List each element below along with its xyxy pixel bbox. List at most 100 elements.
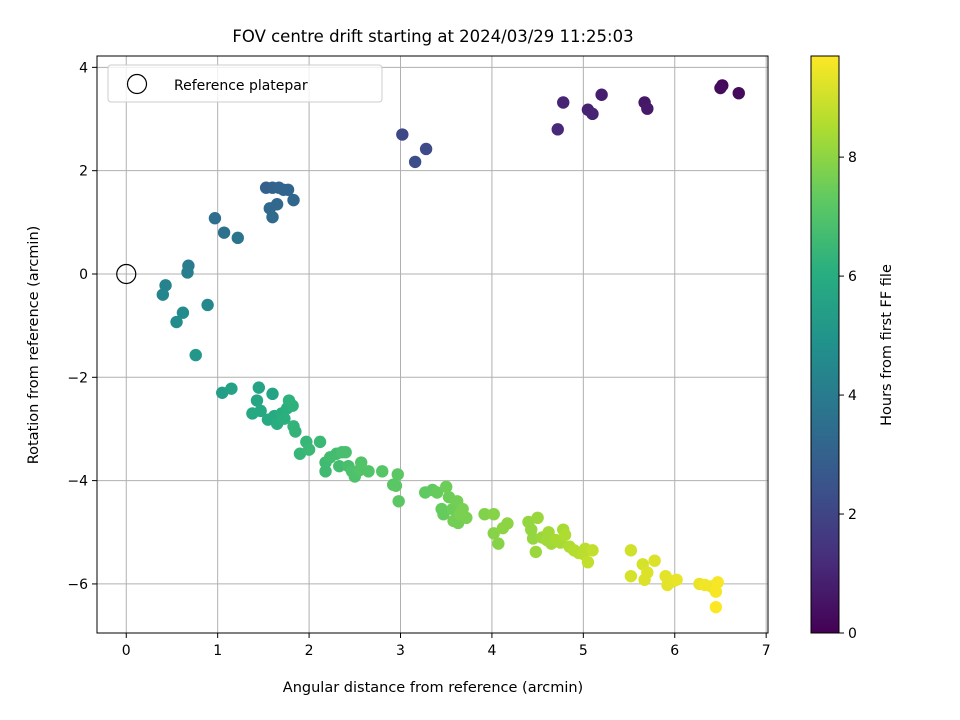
y-tick-label: 2 — [79, 164, 88, 180]
x-tick-label: 2 — [305, 643, 314, 659]
y-tick-label: 0 — [79, 267, 88, 283]
data-point — [437, 507, 450, 521]
data-point — [440, 480, 453, 494]
data-point — [302, 443, 316, 456]
data-point — [362, 465, 375, 478]
data-point — [170, 315, 183, 329]
colorbar-tick-label: 0 — [848, 626, 857, 642]
data-point — [542, 526, 555, 539]
data-point — [391, 468, 404, 481]
data-point — [354, 456, 368, 469]
data-point — [376, 465, 389, 478]
plot-frame — [96, 55, 769, 634]
data-point — [333, 459, 346, 473]
data-point — [641, 102, 654, 115]
data-point — [551, 123, 564, 136]
x-axis-ticks: 0 1 2 3 4 5 6 7 — [122, 633, 771, 659]
data-point — [339, 446, 352, 459]
data-point — [419, 142, 433, 156]
y-tick-label: −2 — [67, 370, 88, 386]
data-point — [709, 585, 723, 598]
data-point — [189, 348, 202, 362]
reference-marker — [116, 263, 137, 285]
data-point — [225, 382, 238, 395]
chart-title: FOV centre drift starting at 2024/03/29 … — [232, 27, 633, 46]
data-point — [487, 507, 500, 521]
y-tick-label: 4 — [79, 60, 88, 76]
data-point — [392, 495, 405, 508]
data-point — [430, 486, 444, 499]
data-point — [595, 88, 608, 101]
data-point — [624, 544, 638, 557]
data-point — [531, 511, 544, 525]
x-axis-label: Angular distance from reference (arcmin) — [283, 680, 583, 696]
data-point — [641, 566, 654, 579]
data-point — [217, 226, 231, 239]
data-point — [159, 279, 172, 292]
colorbar-tick-label: 6 — [848, 269, 857, 285]
data-point — [201, 298, 214, 312]
data-point — [586, 107, 599, 121]
colorbar-gradient — [810, 55, 840, 634]
x-tick-label: 3 — [396, 643, 405, 659]
data-point — [250, 394, 264, 407]
data-point — [389, 479, 403, 492]
data-point — [266, 387, 279, 401]
x-tick-label: 5 — [579, 643, 588, 659]
data-point — [732, 86, 745, 100]
data-point — [278, 412, 291, 425]
data-point — [714, 81, 727, 95]
data-point — [408, 155, 422, 169]
grid-lines — [97, 56, 768, 633]
legend-box — [107, 64, 383, 103]
data-point — [319, 465, 332, 478]
data-point — [558, 528, 572, 542]
colorbar-label: Hours from first FF file — [879, 264, 895, 426]
data-point — [624, 569, 638, 583]
data-point — [266, 210, 279, 224]
data-point — [581, 556, 595, 569]
x-tick-label: 1 — [213, 643, 222, 659]
x-tick-label: 6 — [670, 643, 679, 659]
data-point — [287, 193, 300, 207]
data-point — [648, 554, 661, 567]
data-point — [501, 517, 514, 530]
y-axis-ticks: −6 −4 −2 0 2 4 — [67, 60, 97, 593]
legend: Reference platepar — [107, 64, 383, 103]
data-point — [156, 288, 170, 301]
data-point — [529, 545, 543, 559]
legend-marker-reference — [126, 73, 148, 95]
y-axis-label: Rotation from reference (arcmin) — [26, 226, 42, 465]
data-point — [526, 532, 540, 545]
data-points — [156, 79, 745, 614]
colorbar-tick-label: 2 — [848, 507, 857, 523]
y-tick-label: −4 — [67, 474, 88, 490]
data-point — [281, 183, 295, 196]
reference-platepar-point — [116, 263, 137, 285]
x-tick-label: 7 — [762, 643, 771, 659]
data-point — [313, 435, 327, 449]
data-point — [709, 600, 723, 614]
data-point — [487, 527, 500, 540]
data-point — [286, 399, 299, 412]
y-tick-label: −6 — [67, 577, 88, 593]
data-point — [460, 511, 473, 525]
data-point — [670, 573, 683, 586]
colorbar: 0 2 4 6 8 Hours from first FF file — [810, 55, 895, 642]
data-point — [181, 266, 194, 279]
data-point — [252, 381, 266, 394]
data-point — [176, 306, 190, 319]
legend-label-reference: Reference platepar — [174, 78, 308, 94]
data-point — [208, 212, 222, 225]
data-point — [557, 96, 570, 109]
data-point — [586, 544, 599, 557]
data-point — [396, 128, 409, 141]
colorbar-tick-label: 4 — [848, 388, 857, 404]
data-point — [478, 507, 491, 521]
data-point — [492, 537, 505, 550]
colorbar-tick-label: 8 — [848, 150, 857, 166]
data-point — [254, 404, 267, 418]
data-point — [231, 231, 244, 245]
colorbar-ticks: 0 2 4 6 8 — [839, 150, 857, 642]
